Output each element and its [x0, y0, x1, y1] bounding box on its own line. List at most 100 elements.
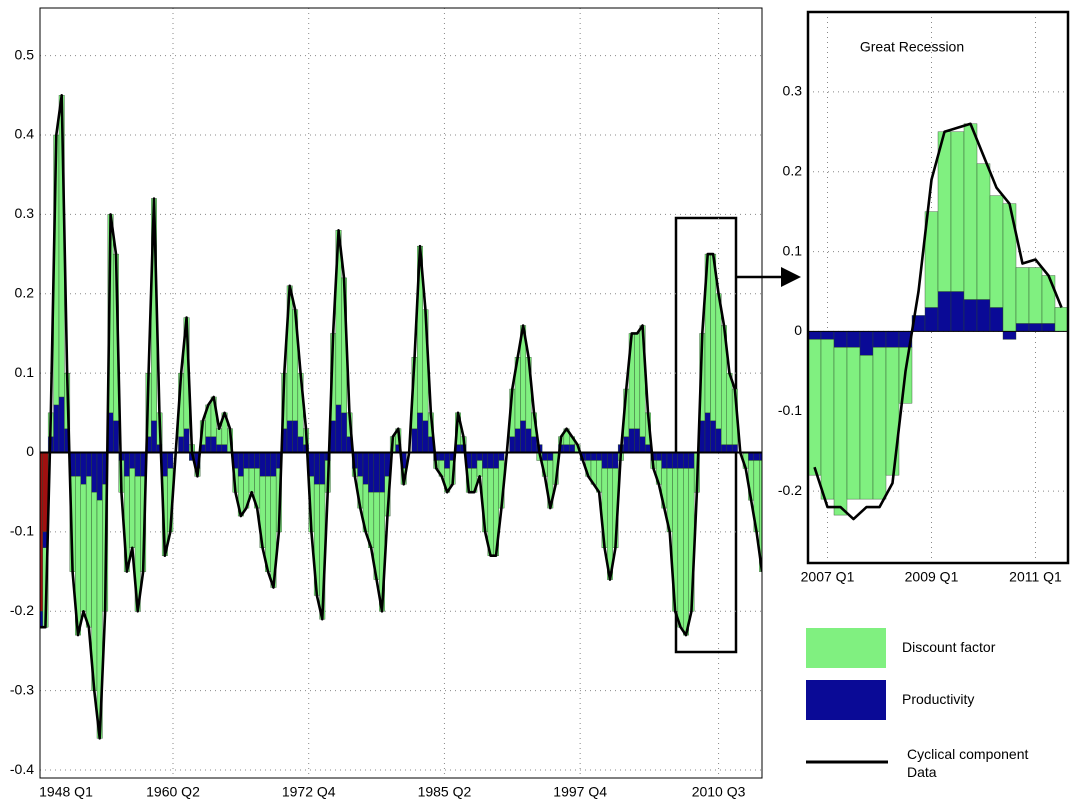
bar — [297, 436, 304, 453]
bar — [183, 428, 190, 453]
bar — [254, 452, 261, 469]
bar — [541, 452, 548, 461]
bar — [607, 452, 613, 469]
bar — [666, 452, 673, 469]
chart-title: Great Recession — [860, 39, 964, 55]
bar — [612, 452, 619, 469]
bar — [710, 253, 717, 421]
bar — [628, 428, 635, 453]
bar — [476, 452, 483, 461]
bar — [58, 396, 65, 453]
bar — [846, 331, 861, 348]
bar — [205, 436, 212, 453]
bar — [221, 444, 228, 453]
bar — [655, 452, 662, 461]
bar — [498, 452, 505, 461]
y-tick-label: -0.4 — [10, 761, 34, 777]
y-tick-label: 0.3 — [783, 83, 803, 99]
bar — [265, 476, 271, 572]
bar — [726, 444, 733, 453]
bar — [639, 436, 646, 453]
bar — [596, 452, 603, 461]
bar — [753, 452, 760, 461]
y-tick-label: -0.2 — [778, 482, 802, 498]
y-tick-label: 0.2 — [15, 284, 35, 300]
bar — [710, 420, 717, 453]
bar — [950, 291, 965, 332]
bar — [950, 131, 965, 292]
bar — [1054, 307, 1068, 332]
bar — [1041, 323, 1056, 332]
bar — [677, 468, 684, 628]
bar — [509, 436, 516, 453]
x-tick-label: 1985 Q2 — [418, 784, 472, 800]
bar — [248, 468, 255, 493]
y-tick-label: -0.1 — [10, 523, 34, 539]
x-tick-label: 1960 Q2 — [146, 784, 200, 800]
bar — [265, 452, 271, 477]
bar — [248, 452, 255, 469]
bar — [1028, 267, 1043, 324]
line-series — [40, 94, 762, 740]
bar — [514, 428, 521, 453]
bar — [417, 412, 423, 453]
bar — [96, 452, 103, 501]
legend-label: Productivity — [902, 691, 975, 707]
bar — [976, 299, 991, 332]
y-tick-label: 0.1 — [15, 364, 35, 380]
bar — [731, 444, 738, 453]
bar — [85, 452, 92, 477]
bar — [721, 444, 727, 453]
x-tick-label: 1948 Q1 — [39, 784, 93, 800]
bar — [989, 195, 1004, 308]
bar — [129, 468, 136, 548]
bar — [525, 428, 532, 453]
bar — [270, 452, 277, 477]
plot-area — [808, 122, 1068, 521]
bar — [859, 331, 874, 356]
bar — [683, 468, 689, 636]
bar — [715, 293, 722, 429]
bar — [216, 444, 223, 453]
x-tick-label: 1972 Q4 — [282, 784, 336, 800]
bar — [859, 355, 874, 500]
bar — [438, 452, 445, 461]
bar — [259, 452, 266, 477]
bar — [357, 452, 364, 477]
bar — [726, 372, 733, 445]
bar — [520, 420, 527, 453]
x-tick-label: 2009 Q1 — [905, 569, 959, 585]
y-tick-label: 0.2 — [783, 162, 803, 178]
bar — [808, 331, 822, 340]
bar — [75, 452, 81, 477]
bar — [167, 452, 174, 469]
bar — [319, 452, 326, 485]
y-tick-label: 0.5 — [15, 46, 35, 62]
bar — [313, 452, 320, 485]
y-tick-label: 0 — [794, 322, 802, 338]
bar — [833, 331, 848, 348]
x-tick-label: 2007 Q1 — [801, 569, 855, 585]
bar — [531, 436, 537, 453]
legend-label: Discount factor — [902, 639, 996, 655]
bar — [661, 452, 668, 469]
y-tick-label: -0.3 — [10, 681, 34, 697]
bar — [134, 452, 141, 477]
bar — [601, 452, 608, 469]
bar — [872, 347, 887, 500]
legend-swatch — [806, 680, 886, 720]
bar — [808, 339, 822, 476]
bar — [585, 452, 592, 461]
bar — [1015, 323, 1030, 332]
bar — [976, 163, 991, 300]
bar — [623, 436, 630, 453]
bar — [846, 347, 861, 500]
legend-label: Cyclical component Data — [907, 746, 1029, 780]
bar — [885, 331, 900, 348]
plot-frame — [39, 7, 763, 779]
bar — [286, 420, 293, 453]
bar — [493, 452, 499, 469]
bar — [569, 444, 575, 453]
